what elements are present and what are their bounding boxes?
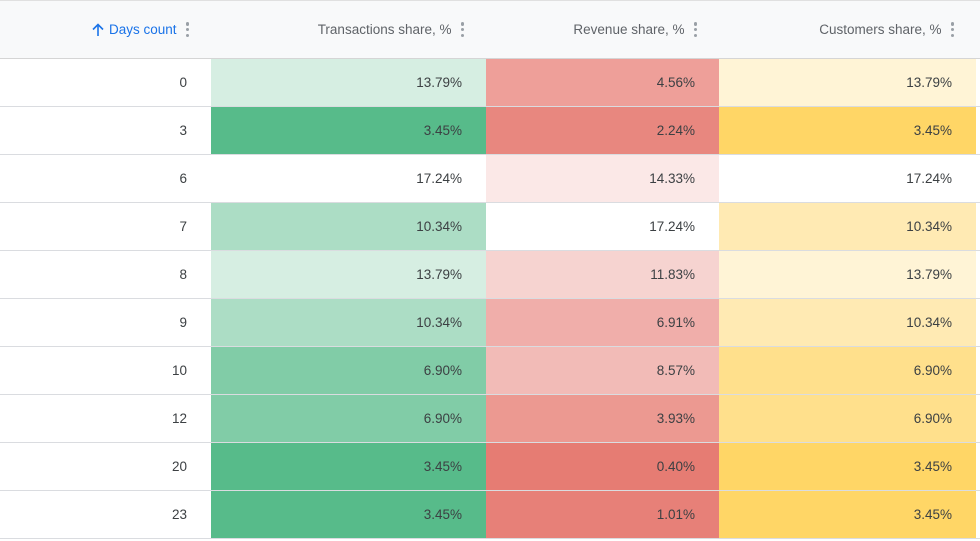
customers-share-cell: 10.34% xyxy=(719,203,976,250)
revenue-share-cell: 2.24% xyxy=(486,107,719,154)
customers-share-cell: 13.79% xyxy=(719,251,976,298)
column-header-label: Transactions share, % xyxy=(317,22,452,37)
customers-share-cell: 6.90% xyxy=(719,395,976,442)
customers-share-cell: 3.45% xyxy=(719,491,976,538)
table-row: 10 6.90% 8.57% 6.90% xyxy=(0,347,980,395)
table-row: 12 6.90% 3.93% 6.90% xyxy=(0,395,980,443)
transactions-share-cell: 3.45% xyxy=(211,107,486,154)
revenue-share-cell: 14.33% xyxy=(486,155,719,202)
column-header-label: Revenue share, % xyxy=(573,22,685,37)
table-row: 9 10.34% 6.91% 10.34% xyxy=(0,299,980,347)
table-row: 20 3.45% 0.40% 3.45% xyxy=(0,443,980,491)
days-count-cell: 23 xyxy=(0,491,211,538)
revenue-share-cell: 11.83% xyxy=(486,251,719,298)
table-row: 8 13.79% 11.83% 13.79% xyxy=(0,251,980,299)
days-count-cell: 7 xyxy=(0,203,211,250)
revenue-share-cell: 1.01% xyxy=(486,491,719,538)
days-count-cell: 3 xyxy=(0,107,211,154)
transactions-share-cell: 13.79% xyxy=(211,59,486,106)
days-count-cell: 12 xyxy=(0,395,211,442)
transactions-share-cell: 6.90% xyxy=(211,395,486,442)
more-vert-icon[interactable] xyxy=(460,22,464,37)
table-row: 3 3.45% 2.24% 3.45% xyxy=(0,107,980,155)
column-header-customers-share[interactable]: Customers share, % xyxy=(719,1,976,58)
customers-share-cell: 3.45% xyxy=(719,107,976,154)
revenue-share-cell: 4.56% xyxy=(486,59,719,106)
table-row: 0 13.79% 4.56% 13.79% xyxy=(0,59,980,107)
customers-share-cell: 6.90% xyxy=(719,347,976,394)
transactions-share-cell: 13.79% xyxy=(211,251,486,298)
table-header: Days count Transactions share, % Revenue… xyxy=(0,0,980,59)
table-row: 23 3.45% 1.01% 3.45% xyxy=(0,491,980,539)
transactions-share-cell: 10.34% xyxy=(211,299,486,346)
column-header-transactions-share[interactable]: Transactions share, % xyxy=(211,1,486,58)
customers-share-cell: 17.24% xyxy=(719,155,976,202)
more-vert-icon[interactable] xyxy=(693,22,697,37)
revenue-share-cell: 17.24% xyxy=(486,203,719,250)
days-count-cell: 9 xyxy=(0,299,211,346)
transactions-share-cell: 17.24% xyxy=(211,155,486,202)
days-count-cell: 10 xyxy=(0,347,211,394)
revenue-share-cell: 3.93% xyxy=(486,395,719,442)
table-body: 0 13.79% 4.56% 13.79% 3 3.45% 2.24% 3.45% 6 17.24… xyxy=(0,59,980,539)
days-count-cell: 0 xyxy=(0,59,211,106)
transactions-share-cell: 10.34% xyxy=(211,203,486,250)
customers-share-cell: 13.79% xyxy=(719,59,976,106)
arrow-up-icon[interactable] xyxy=(91,22,105,37)
column-header-days-count[interactable]: Days count xyxy=(0,1,211,58)
column-header-revenue-share[interactable]: Revenue share, % xyxy=(486,1,719,58)
revenue-share-cell: 8.57% xyxy=(486,347,719,394)
transactions-share-cell: 6.90% xyxy=(211,347,486,394)
revenue-share-cell: 0.40% xyxy=(486,443,719,490)
customers-share-cell: 10.34% xyxy=(719,299,976,346)
column-header-label: Customers share, % xyxy=(819,22,942,37)
transactions-share-cell: 3.45% xyxy=(211,443,486,490)
customers-share-cell: 3.45% xyxy=(719,443,976,490)
days-count-cell: 6 xyxy=(0,155,211,202)
more-vert-icon[interactable] xyxy=(950,22,954,37)
table-row: 6 17.24% 14.33% 17.24% xyxy=(0,155,980,203)
days-count-cell: 8 xyxy=(0,251,211,298)
table-row: 7 10.34% 17.24% 10.34% xyxy=(0,203,980,251)
transactions-share-cell: 3.45% xyxy=(211,491,486,538)
column-header-label: Days count xyxy=(108,22,177,37)
more-vert-icon[interactable] xyxy=(185,22,189,37)
revenue-share-cell: 6.91% xyxy=(486,299,719,346)
days-count-cell: 20 xyxy=(0,443,211,490)
